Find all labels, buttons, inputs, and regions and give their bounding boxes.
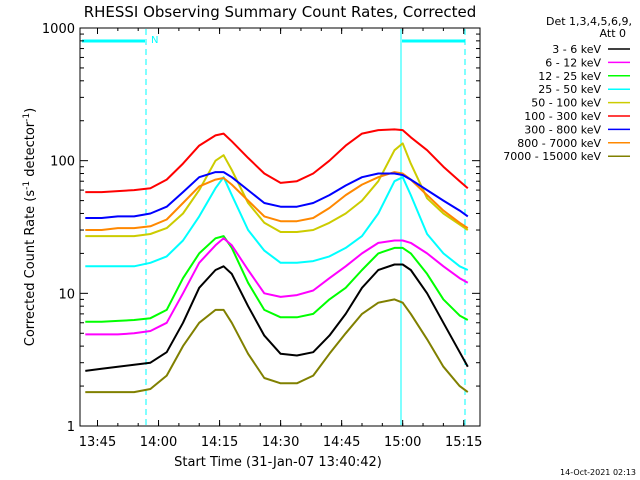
legend-label: 6 - 12 keV: [545, 56, 601, 69]
x-tick-label: 15:15: [445, 435, 482, 450]
series-layer: [85, 128, 469, 394]
legend-label: 3 - 6 keV: [552, 43, 601, 56]
legend-label: 800 - 7000 keV: [517, 137, 601, 150]
y-axis-title-part1: Corrected Count Rate (s: [23, 190, 38, 347]
y-axis-title-sup1: -1: [22, 181, 32, 190]
y-tick-label: 1000: [42, 22, 75, 37]
y-axis-title-part3: ): [23, 108, 38, 113]
series-line: [85, 235, 469, 323]
footer-date: 14-Oct-2021 02:13: [560, 468, 636, 477]
y-axis-title-sup2: -1: [22, 113, 32, 122]
series-line: [85, 128, 469, 194]
y-tick-label: 1: [67, 420, 75, 435]
series-line: [85, 237, 469, 336]
chart-title: RHESSI Observing Summary Count Rates, Co…: [84, 3, 477, 21]
series-line: [85, 298, 469, 394]
x-tick-label: 14:00: [140, 435, 177, 450]
plot-frame: [79, 27, 481, 427]
attenuator-marker-label: N: [151, 35, 158, 46]
series-line: [85, 142, 469, 238]
series-line: [85, 171, 469, 219]
legend-label: 50 - 100 keV: [531, 97, 601, 110]
x-tick-label: 14:45: [323, 435, 360, 450]
x-tick-label: 13:45: [79, 435, 116, 450]
y-tick-label: 100: [50, 155, 75, 170]
attenuator-lines: N: [82, 29, 466, 425]
x-tick-label: 15:00: [384, 435, 421, 450]
y-tick-label: 10: [58, 287, 75, 302]
legend-label: 300 - 800 keV: [524, 123, 601, 136]
legend-header-attenuator: Att 0: [600, 27, 626, 40]
legend-label: 7000 - 15000 keV: [503, 150, 601, 163]
legend-label: 12 - 25 keV: [538, 70, 601, 83]
legend-header-detectors: Det 1,3,4,5,6,9,: [546, 15, 632, 28]
x-axis-title: Start Time (31-Jan-07 13:40:42): [174, 455, 382, 470]
x-tick-label: 14:30: [262, 435, 299, 450]
legend-label: 25 - 50 keV: [538, 83, 601, 96]
x-tick-label: 14:15: [201, 435, 238, 450]
series-line: [85, 263, 469, 372]
x-axis: 13:45 14:00 14:15 14:30 14:45 15:00 15:15: [79, 28, 482, 450]
y-axis-title: Corrected Count Rate (s-1 detector-1): [22, 108, 38, 346]
y-axis-title-part2: detector: [23, 121, 38, 181]
legend-label: 100 - 300 keV: [524, 110, 601, 123]
series-line: [85, 176, 469, 271]
y-axis: 1 10 100 1000: [42, 22, 480, 435]
